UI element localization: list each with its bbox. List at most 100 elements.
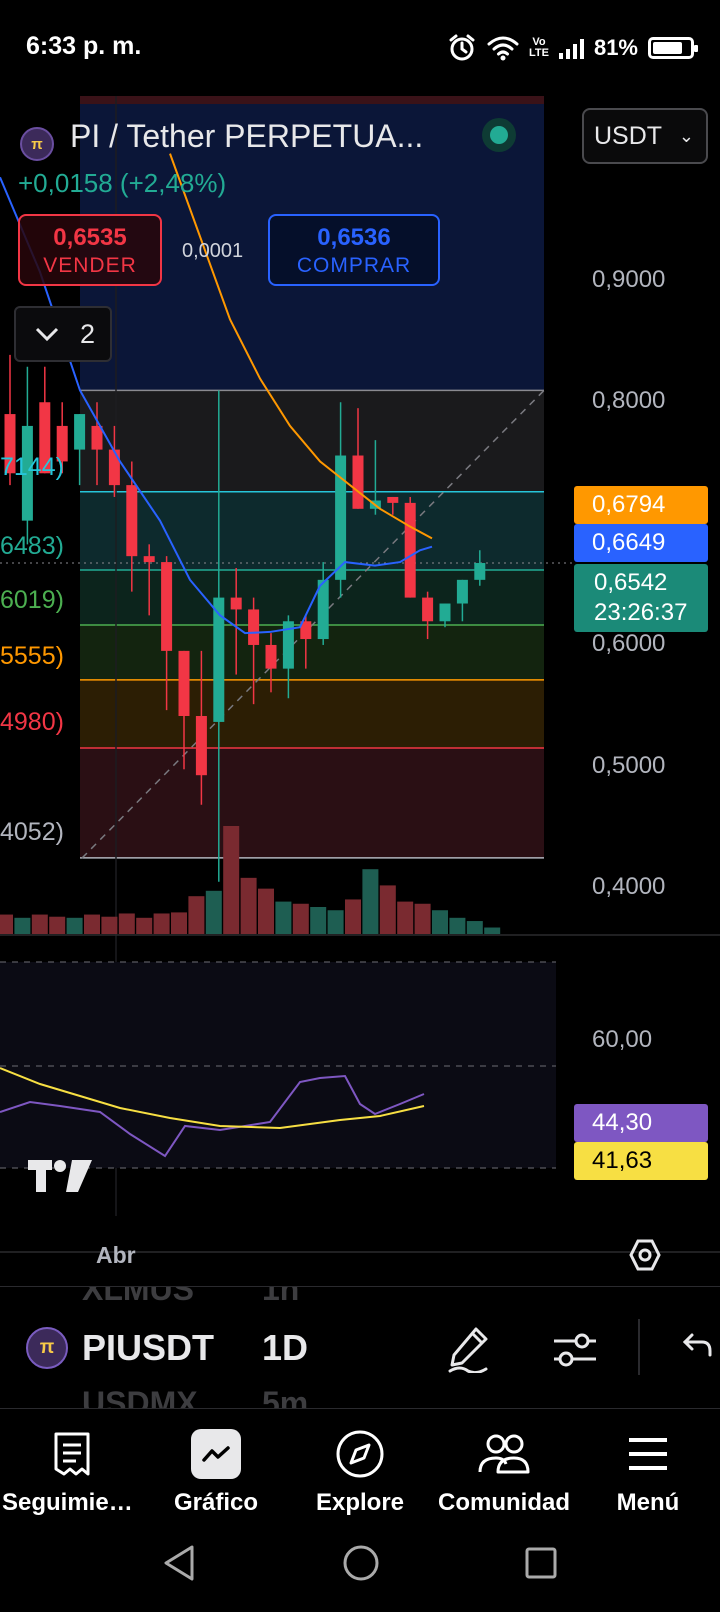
candle-body <box>300 621 312 640</box>
fib-zone-1 <box>80 390 544 492</box>
nav-watchlist[interactable]: Seguimien... <box>0 1409 144 1527</box>
nav-explore[interactable]: Explore <box>288 1409 432 1527</box>
buy-label: COMPRAR <box>296 254 412 277</box>
candle-body <box>108 449 120 486</box>
candle-body <box>39 402 51 474</box>
candle-body <box>335 455 347 580</box>
community-icon <box>478 1434 530 1474</box>
home-circle-icon[interactable] <box>342 1544 380 1582</box>
nav-label: Gráfico <box>173 1489 259 1516</box>
current-price: 0,6542 <box>594 569 668 596</box>
candle-body <box>439 603 451 622</box>
volume-bar <box>188 896 205 934</box>
candle-body <box>195 716 207 776</box>
candle-body <box>56 425 68 462</box>
volume-bar <box>397 901 414 934</box>
rsi-value-tag: 44,30 <box>574 1104 708 1142</box>
ghost-symbol-above: XLMUS <box>82 1286 194 1307</box>
volume-bar <box>449 917 466 934</box>
symbol-title[interactable]: PI / Tether PERPETUA... <box>70 117 424 154</box>
volume-bar <box>66 917 83 934</box>
nav-community[interactable]: Comunidad <box>432 1409 576 1527</box>
candle-body <box>248 609 260 645</box>
candle-body <box>178 650 190 716</box>
fib-label: 5555) <box>0 642 64 670</box>
chart-area[interactable] <box>0 96 720 1286</box>
volume-bar <box>240 877 257 934</box>
candle-body <box>422 597 434 622</box>
undo-icon[interactable] <box>682 1331 712 1359</box>
picker-symbol[interactable]: PIUSDT <box>82 1327 215 1368</box>
picker-interval[interactable]: 1D <box>262 1327 309 1368</box>
recents-square-icon[interactable] <box>524 1546 558 1580</box>
volume-bar <box>310 907 327 934</box>
symbol-header[interactable]: π PI / Tether PERPETUA... <box>0 108 423 164</box>
volume-bar <box>275 901 292 934</box>
system-nav-bar[interactable] <box>0 1526 720 1612</box>
nav-label: Seguimien... <box>2 1489 144 1516</box>
candle-body <box>4 414 16 474</box>
rsi-background <box>0 962 556 1168</box>
price-chart[interactable] <box>0 96 720 1286</box>
battery-icon <box>648 37 698 59</box>
status-bar: 6:33 p. m. Vo LTE 81% <box>0 0 720 96</box>
nav-chart[interactable]: Gráfico <box>144 1409 288 1527</box>
fib-zone-4 <box>80 624 544 680</box>
rsi-ma-line <box>0 1067 425 1130</box>
volume-bar <box>432 910 448 934</box>
volume-bar <box>171 912 187 934</box>
candle-body <box>265 644 277 669</box>
back-triangle-icon[interactable] <box>162 1544 196 1582</box>
sell-price: 0,6535 <box>53 224 127 251</box>
ma-blue-line <box>0 176 433 635</box>
volume-bar <box>327 910 344 934</box>
current-price-tag: 0,6542 23:26:37 <box>574 564 708 632</box>
pencil-icon[interactable] <box>446 1325 492 1373</box>
fib-label: 6483) <box>0 532 64 560</box>
x-axis-label: Abr <box>96 1242 136 1268</box>
sliders-icon[interactable] <box>552 1329 598 1369</box>
indicators-count: 2 <box>80 318 96 349</box>
symbol-picker-bar[interactable]: XLMUS 1h π PIUSDT 1D USDMX 5m <box>0 1286 720 1409</box>
ma-orange-tag: 0,6794 <box>574 486 708 524</box>
status-time: 6:33 p. m. <box>26 32 142 60</box>
volume-bar <box>101 916 118 934</box>
indicators-toggle[interactable]: 2 <box>14 306 112 362</box>
chart-icon <box>191 1429 241 1479</box>
trend-line <box>81 389 545 859</box>
volume-bar <box>292 903 309 934</box>
volume-bar <box>484 927 501 934</box>
volume-bar <box>258 888 274 934</box>
fib-label: 6019) <box>0 586 64 614</box>
candle-body <box>282 621 294 669</box>
battery-percent: 81% <box>593 35 638 60</box>
volume-bar <box>49 916 66 934</box>
signal-icon <box>558 37 584 59</box>
market-open-indicator[interactable] <box>482 118 516 152</box>
price-axis-label: 0,6000 <box>592 630 666 657</box>
sell-button[interactable]: 0,6535 VENDER <box>18 214 162 286</box>
candle-body <box>21 425 33 521</box>
fib-label: 4980) <box>0 708 64 736</box>
volume-bar <box>345 899 361 934</box>
bottom-nav[interactable]: Seguimien... Gráfico Explore Comuni <box>0 1408 720 1527</box>
pi-coin-icon: π <box>20 127 54 161</box>
volte-icon: Vo LTE <box>528 36 549 59</box>
price-axis-label: 0,4000 <box>592 873 666 900</box>
ma-orange-line <box>169 153 433 540</box>
nav-label: Menú <box>616 1489 680 1516</box>
currency-select[interactable]: USDT ⌄ <box>582 108 708 164</box>
volume-bar <box>223 826 240 934</box>
fib-zone-5 <box>80 679 544 748</box>
candle-body <box>91 425 103 450</box>
fib-label: 4052) <box>0 818 64 846</box>
nav-menu[interactable]: Menú <box>576 1409 720 1527</box>
bar-countdown: 23:26:37 <box>594 599 688 626</box>
volume-bar <box>205 890 222 934</box>
chart-settings-icon[interactable] <box>628 1238 662 1272</box>
fib-zone-2 <box>80 491 544 571</box>
buy-button[interactable]: 0,6536 COMPRAR <box>268 214 440 286</box>
volume-bar <box>14 917 31 934</box>
ma-blue-tag: 0,6649 <box>574 524 708 562</box>
fib-zone-6 <box>80 747 544 858</box>
